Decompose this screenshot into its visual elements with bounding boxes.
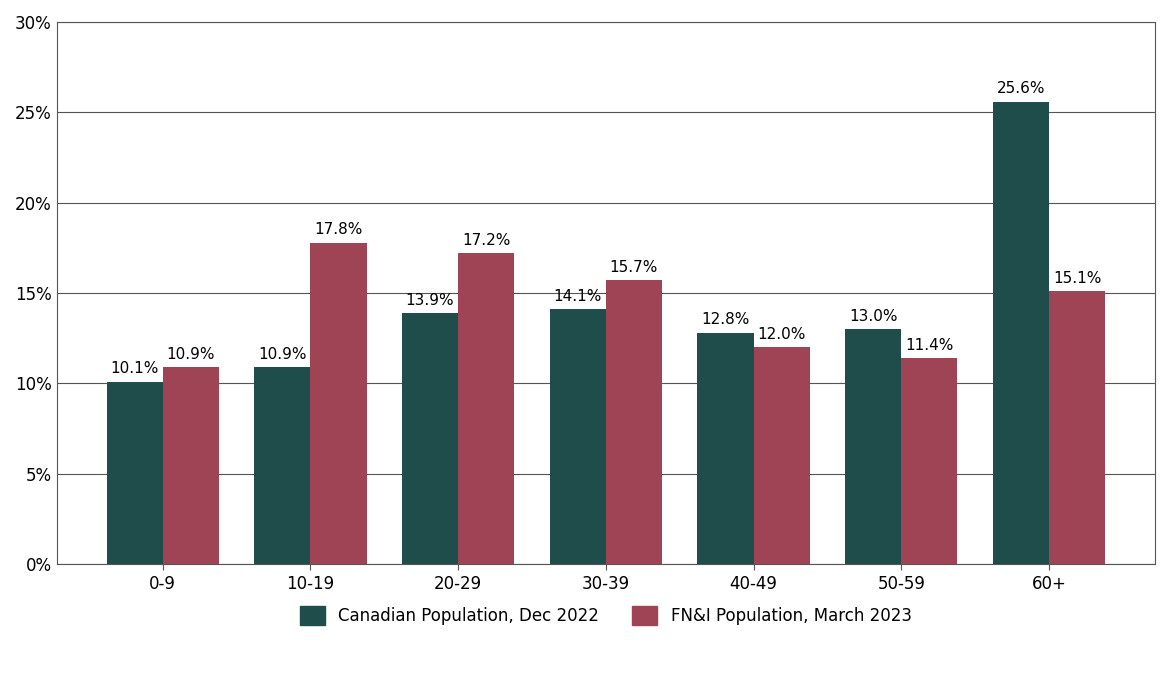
Text: 10.9%: 10.9% bbox=[259, 347, 307, 362]
Bar bbox=[697, 333, 753, 564]
Text: 13.9%: 13.9% bbox=[406, 292, 454, 307]
Bar bbox=[901, 358, 957, 564]
Bar bbox=[550, 309, 606, 564]
Text: 14.1%: 14.1% bbox=[553, 289, 601, 304]
Text: 13.0%: 13.0% bbox=[849, 309, 897, 324]
Bar bbox=[1049, 292, 1106, 564]
Legend: Canadian Population, Dec 2022, FN&I Population, March 2023: Canadian Population, Dec 2022, FN&I Popu… bbox=[294, 599, 918, 632]
Text: 17.2%: 17.2% bbox=[462, 233, 510, 248]
Text: 10.1%: 10.1% bbox=[110, 362, 159, 376]
Text: 11.4%: 11.4% bbox=[906, 338, 954, 353]
Bar bbox=[106, 381, 163, 564]
Bar bbox=[402, 313, 459, 564]
Text: 12.8%: 12.8% bbox=[701, 312, 750, 327]
Bar bbox=[254, 367, 310, 564]
Text: 15.1%: 15.1% bbox=[1053, 271, 1101, 286]
Bar bbox=[459, 253, 515, 564]
Bar bbox=[753, 347, 810, 564]
Bar bbox=[163, 367, 219, 564]
Text: 17.8%: 17.8% bbox=[315, 222, 363, 237]
Bar bbox=[310, 243, 366, 564]
Text: 10.9%: 10.9% bbox=[166, 347, 215, 362]
Text: 25.6%: 25.6% bbox=[997, 81, 1045, 96]
Bar bbox=[606, 281, 662, 564]
Bar bbox=[993, 102, 1049, 564]
Text: 12.0%: 12.0% bbox=[757, 327, 806, 342]
Text: 15.7%: 15.7% bbox=[610, 260, 658, 275]
Bar bbox=[845, 329, 901, 564]
